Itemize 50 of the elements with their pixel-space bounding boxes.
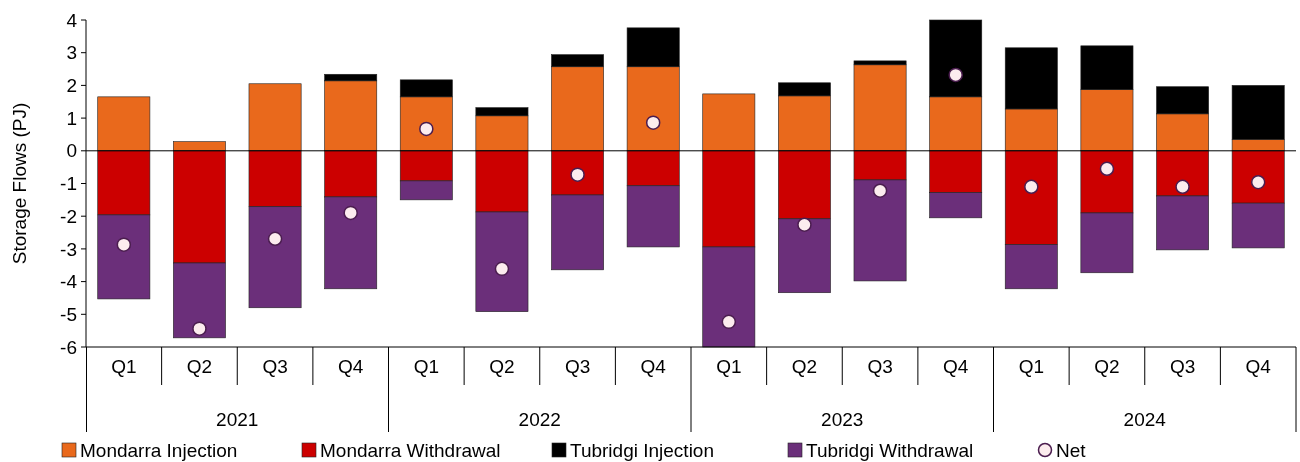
x-tick-label: Q3 xyxy=(867,356,893,377)
y-tick-label: -3 xyxy=(60,238,77,260)
y-tick-label: 0 xyxy=(66,140,77,162)
x-tick-label: Q2 xyxy=(489,356,515,377)
y-axis-title: Storage Flows (PJ) xyxy=(9,102,30,265)
legend-label: Net xyxy=(1056,439,1087,461)
text: 2024 xyxy=(1123,409,1167,430)
point xyxy=(192,321,207,336)
point xyxy=(1175,179,1190,195)
point xyxy=(797,217,812,232)
point xyxy=(1024,179,1039,195)
y-tick-label: 4 xyxy=(66,9,78,31)
point xyxy=(494,261,510,277)
point xyxy=(645,115,661,130)
x-tick-label: Q2 xyxy=(791,356,818,377)
legend-label: Mondarra Withdrawal xyxy=(320,439,501,461)
x-tick-label: Q2 xyxy=(186,356,213,377)
y-tick-label: -5 xyxy=(60,303,77,325)
x-tick-label: Q1 xyxy=(111,356,137,377)
x-tick-label: Q4 xyxy=(640,356,667,377)
point xyxy=(721,314,737,330)
x-tick-label: Q4 xyxy=(943,356,969,377)
text: 2023 xyxy=(821,409,864,430)
y-tick-label: -2 xyxy=(60,205,77,227)
y-tick-label: -1 xyxy=(60,173,77,195)
x-tick-label: Q4 xyxy=(338,356,364,377)
legend-label: Mondarra Injection xyxy=(80,439,238,461)
y-tick-label: -6 xyxy=(60,336,77,358)
point xyxy=(872,183,888,198)
y-tick-label: 1 xyxy=(66,107,77,129)
point xyxy=(343,205,358,221)
x-tick-label: Q3 xyxy=(262,356,288,377)
point xyxy=(948,67,963,83)
text: 2021 xyxy=(216,409,259,430)
x-tick-label: Q1 xyxy=(716,356,742,377)
x-tick-label: Q3 xyxy=(564,356,591,377)
legend-label: Tubridgi Injection xyxy=(570,439,714,461)
y-tick-label: 3 xyxy=(66,42,77,64)
point xyxy=(267,231,283,247)
x-tick-label: Q3 xyxy=(1169,356,1196,377)
x-tick-label: Q4 xyxy=(1245,356,1272,377)
legend-label: Tubridgi Withdrawal xyxy=(806,439,974,461)
x-tick-label: Q1 xyxy=(1018,356,1044,377)
x-tick-label: Q1 xyxy=(413,356,439,377)
y-tick-label: 2 xyxy=(66,75,77,97)
y-tick-label: -4 xyxy=(60,271,78,293)
text: 2022 xyxy=(518,409,561,430)
point xyxy=(1099,161,1115,177)
x-tick-label: Q2 xyxy=(1094,356,1120,377)
point xyxy=(116,237,132,252)
